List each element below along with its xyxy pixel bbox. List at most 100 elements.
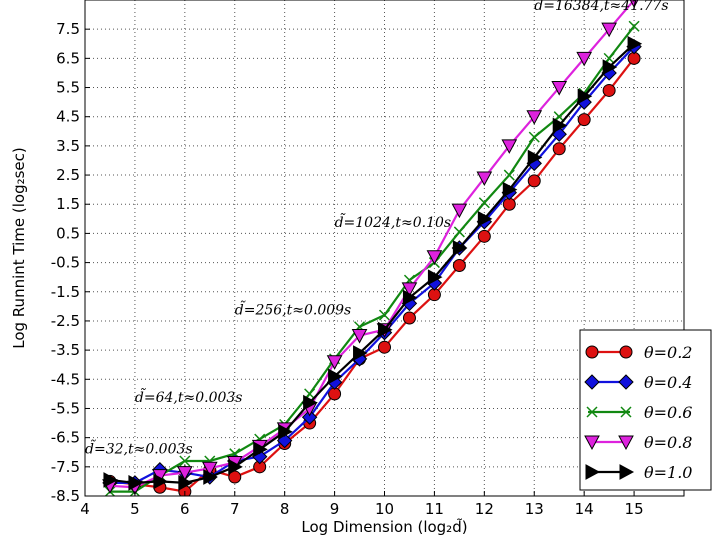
data-point xyxy=(228,458,243,475)
data-point xyxy=(378,309,391,321)
data-point xyxy=(353,345,368,361)
data-point xyxy=(203,469,218,485)
y-tick-label: 1.5 xyxy=(56,195,80,213)
legend: θ=0.2 θ=0.4 θ=0.6 θ=0.8 θ=1.0 xyxy=(579,329,712,491)
legend-marker xyxy=(586,406,598,418)
annotation: d̃=256,t≈0.009s xyxy=(235,299,351,318)
data-point xyxy=(451,203,468,219)
data-point xyxy=(627,35,643,52)
y-tick-label: -8.5 xyxy=(51,487,80,505)
data-point xyxy=(153,473,168,490)
legend-marker xyxy=(585,345,599,359)
data-point xyxy=(602,83,616,97)
y-tick-label: 0.5 xyxy=(56,224,80,242)
data-point xyxy=(128,475,143,491)
data-point xyxy=(378,340,391,354)
data-point xyxy=(328,368,343,385)
data-point xyxy=(179,455,191,467)
legend-label: θ=0.2 xyxy=(644,343,692,362)
y-axis-label: Log Runnint Time (log₂sec) xyxy=(10,147,28,349)
data-point xyxy=(576,51,593,67)
data-point xyxy=(526,110,543,125)
data-point xyxy=(278,423,293,440)
x-tick-label: 5 xyxy=(130,500,140,518)
data-point xyxy=(351,329,368,344)
data-point xyxy=(176,466,193,481)
y-tick-label: -7.5 xyxy=(51,458,80,476)
legend-label: θ=1.0 xyxy=(644,463,692,482)
legend-label: θ=0.8 xyxy=(644,433,692,452)
data-point xyxy=(527,149,543,166)
legend-label: θ=0.6 xyxy=(644,403,692,422)
data-point xyxy=(378,321,393,338)
data-point xyxy=(453,226,465,238)
data-point xyxy=(303,394,318,411)
data-point xyxy=(478,197,490,209)
data-point xyxy=(326,355,343,370)
data-point xyxy=(476,171,493,187)
data-point xyxy=(477,229,491,243)
y-tick-label: -1.5 xyxy=(51,283,80,301)
data-point xyxy=(402,311,416,325)
legend-marker xyxy=(618,435,634,451)
y-tick-label: -3.5 xyxy=(51,341,80,359)
legend-marker xyxy=(584,374,600,390)
ticks: 4 5 6 7 8 9 10 11 12 13 14 15 -8.5 -7.5 -6.5 -5.5 -4.5 -3… xyxy=(51,20,644,518)
data-point xyxy=(452,259,466,273)
y-tick-label: -5.5 xyxy=(51,399,80,417)
annotations: d̃=32,t≈0.003s d̃=64,t≈0.003s d̃=256,t≈0.0… xyxy=(85,0,669,458)
annotation: d̃=16384,t≈41.77s xyxy=(534,0,668,14)
data-point xyxy=(501,139,518,154)
y-tick-label: 7.5 xyxy=(56,20,80,38)
annotation: d̃=1024,t≈0.10s xyxy=(335,212,451,231)
legend-marker xyxy=(618,374,634,390)
x-tick-label: 4 xyxy=(80,500,90,518)
series-line xyxy=(109,45,635,484)
legend-label: θ=0.4 xyxy=(644,373,692,392)
data-point xyxy=(452,240,468,256)
series-3 xyxy=(102,0,639,496)
data-point xyxy=(601,22,617,38)
legend-box xyxy=(579,329,712,491)
data-point xyxy=(301,409,318,425)
x-tick-label: 8 xyxy=(280,500,290,518)
series-0 xyxy=(103,51,641,496)
y-tick-label: 3.5 xyxy=(56,137,80,155)
data-point xyxy=(427,269,443,286)
x-tick-label: 13 xyxy=(525,500,544,518)
x-tick-label: 14 xyxy=(575,500,594,518)
series-line xyxy=(109,25,635,493)
data-point xyxy=(201,461,218,477)
data-point xyxy=(178,475,193,491)
series-line xyxy=(109,42,635,484)
x-tick-label: 10 xyxy=(375,500,394,518)
legend-marker xyxy=(619,345,633,359)
data-point xyxy=(577,88,593,105)
data-point xyxy=(628,20,640,32)
data-point xyxy=(552,142,566,156)
data-point xyxy=(551,81,568,96)
data-point xyxy=(552,117,568,134)
annotation: d̃=64,t≈0.003s xyxy=(135,387,243,406)
legend-marker xyxy=(620,406,632,418)
x-tick-label: 9 xyxy=(330,500,340,518)
annotation: d̃=32,t≈0.003s xyxy=(85,439,193,458)
series-layer xyxy=(102,0,643,496)
data-point xyxy=(253,441,268,458)
y-tick-label: 2.5 xyxy=(56,166,80,184)
data-point xyxy=(477,210,493,227)
data-point xyxy=(503,169,515,181)
series-4 xyxy=(103,35,643,491)
data-point xyxy=(528,131,540,143)
data-point xyxy=(527,174,541,188)
y-tick-label: 6.5 xyxy=(56,49,80,67)
y-tick-label: -4.5 xyxy=(51,370,80,388)
x-tick-label: 15 xyxy=(625,500,644,518)
series-1 xyxy=(102,38,642,491)
data-point xyxy=(602,59,618,75)
y-tick-label: -0.5 xyxy=(51,254,80,272)
data-point xyxy=(402,289,418,306)
y-tick-label: -6.5 xyxy=(51,429,80,447)
y-tick-label: -2.5 xyxy=(51,312,80,330)
